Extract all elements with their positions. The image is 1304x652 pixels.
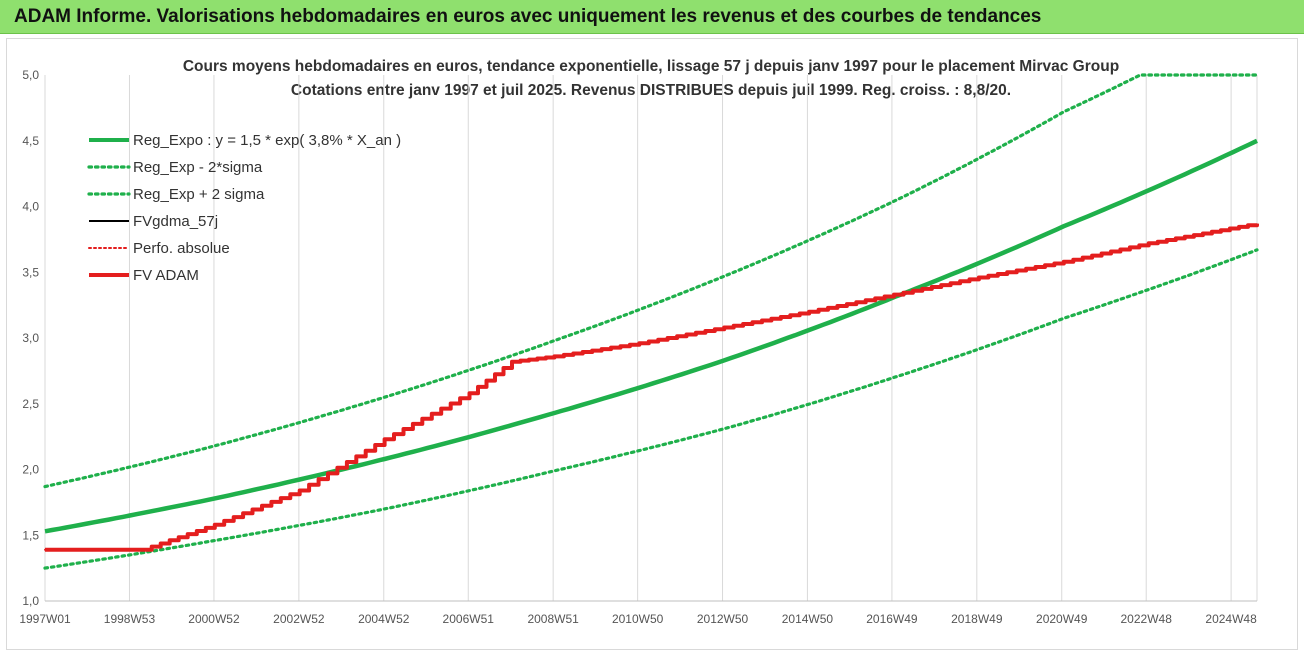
legend-entry-5: FV ADAM <box>133 267 199 284</box>
y-tick-label: 5,0 <box>22 68 39 82</box>
x-tick-label: 2010W50 <box>612 612 664 626</box>
x-tick-label: 1998W53 <box>104 612 156 626</box>
legend-entry-3: FVgdma_57j <box>133 213 218 230</box>
x-tick-label: 2014W50 <box>782 612 834 626</box>
legend-entry-2: Reg_Exp + 2 sigma <box>133 186 265 203</box>
series-line-0 <box>44 138 1258 534</box>
legend-entry-0: Reg_Expo : y = 1,5 * exp( 3,8% * X_an ) <box>133 132 401 149</box>
y-tick-label: 4,0 <box>22 200 39 214</box>
series-line-3 <box>45 223 1258 551</box>
x-tick-label: 2018W49 <box>951 612 1003 626</box>
chart-title-line-2: Cotations entre janv 1997 et juil 2025. … <box>291 82 1011 99</box>
y-tick-label: 2,5 <box>22 397 39 411</box>
x-tick-label: 2002W52 <box>273 612 325 626</box>
chart-title-line-1: Cours moyens hebdomadaires en euros, ten… <box>183 58 1119 75</box>
x-tick-label: 2022W48 <box>1121 612 1173 626</box>
series-line-2 <box>43 73 1259 489</box>
chart-area: Cours moyens hebdomadaires en euros, ten… <box>6 38 1298 650</box>
y-tick-label: 1,5 <box>22 528 39 542</box>
x-tick-label: 2020W49 <box>1036 612 1088 626</box>
x-tick-label: 2024W48 <box>1205 612 1257 626</box>
y-tick-label: 3,0 <box>22 331 39 345</box>
grid-layer <box>44 75 1258 601</box>
y-tick-label: 4,5 <box>22 134 39 148</box>
x-tick-label: 1997W01 <box>19 612 71 626</box>
y-tick-label: 1,0 <box>22 594 39 608</box>
legend-entry-1: Reg_Exp - 2*sigma <box>133 159 263 176</box>
x-tick-label: 2016W49 <box>866 612 918 626</box>
axis-layer: 1997W01 1998W53 2000W52 2002W52 2004W52 2006W… <box>19 68 1257 626</box>
x-tick-label: 2008W51 <box>527 612 579 626</box>
x-tick-label: 2004W52 <box>358 612 410 626</box>
x-tick-label: 2012W50 <box>697 612 749 626</box>
x-tick-label: 2000W52 <box>188 612 240 626</box>
series-line-5 <box>45 223 1259 552</box>
series-line-1 <box>43 248 1259 570</box>
y-tick-label: 2,0 <box>22 463 39 477</box>
chart-svg: Cours moyens hebdomadaires en euros, ten… <box>19 58 1259 626</box>
series-line-4 <box>44 222 1258 551</box>
window-title: ADAM Informe. Valorisations hebdomadaire… <box>0 0 1304 34</box>
legend: Reg_Expo : y = 1,5 * exp( 3,8% * X_an ) R… <box>87 132 401 284</box>
y-tick-label: 3,5 <box>22 265 39 279</box>
x-tick-label: 2006W51 <box>443 612 495 626</box>
series-layer <box>43 73 1259 570</box>
legend-entry-4: Perfo. absolue <box>133 240 230 257</box>
